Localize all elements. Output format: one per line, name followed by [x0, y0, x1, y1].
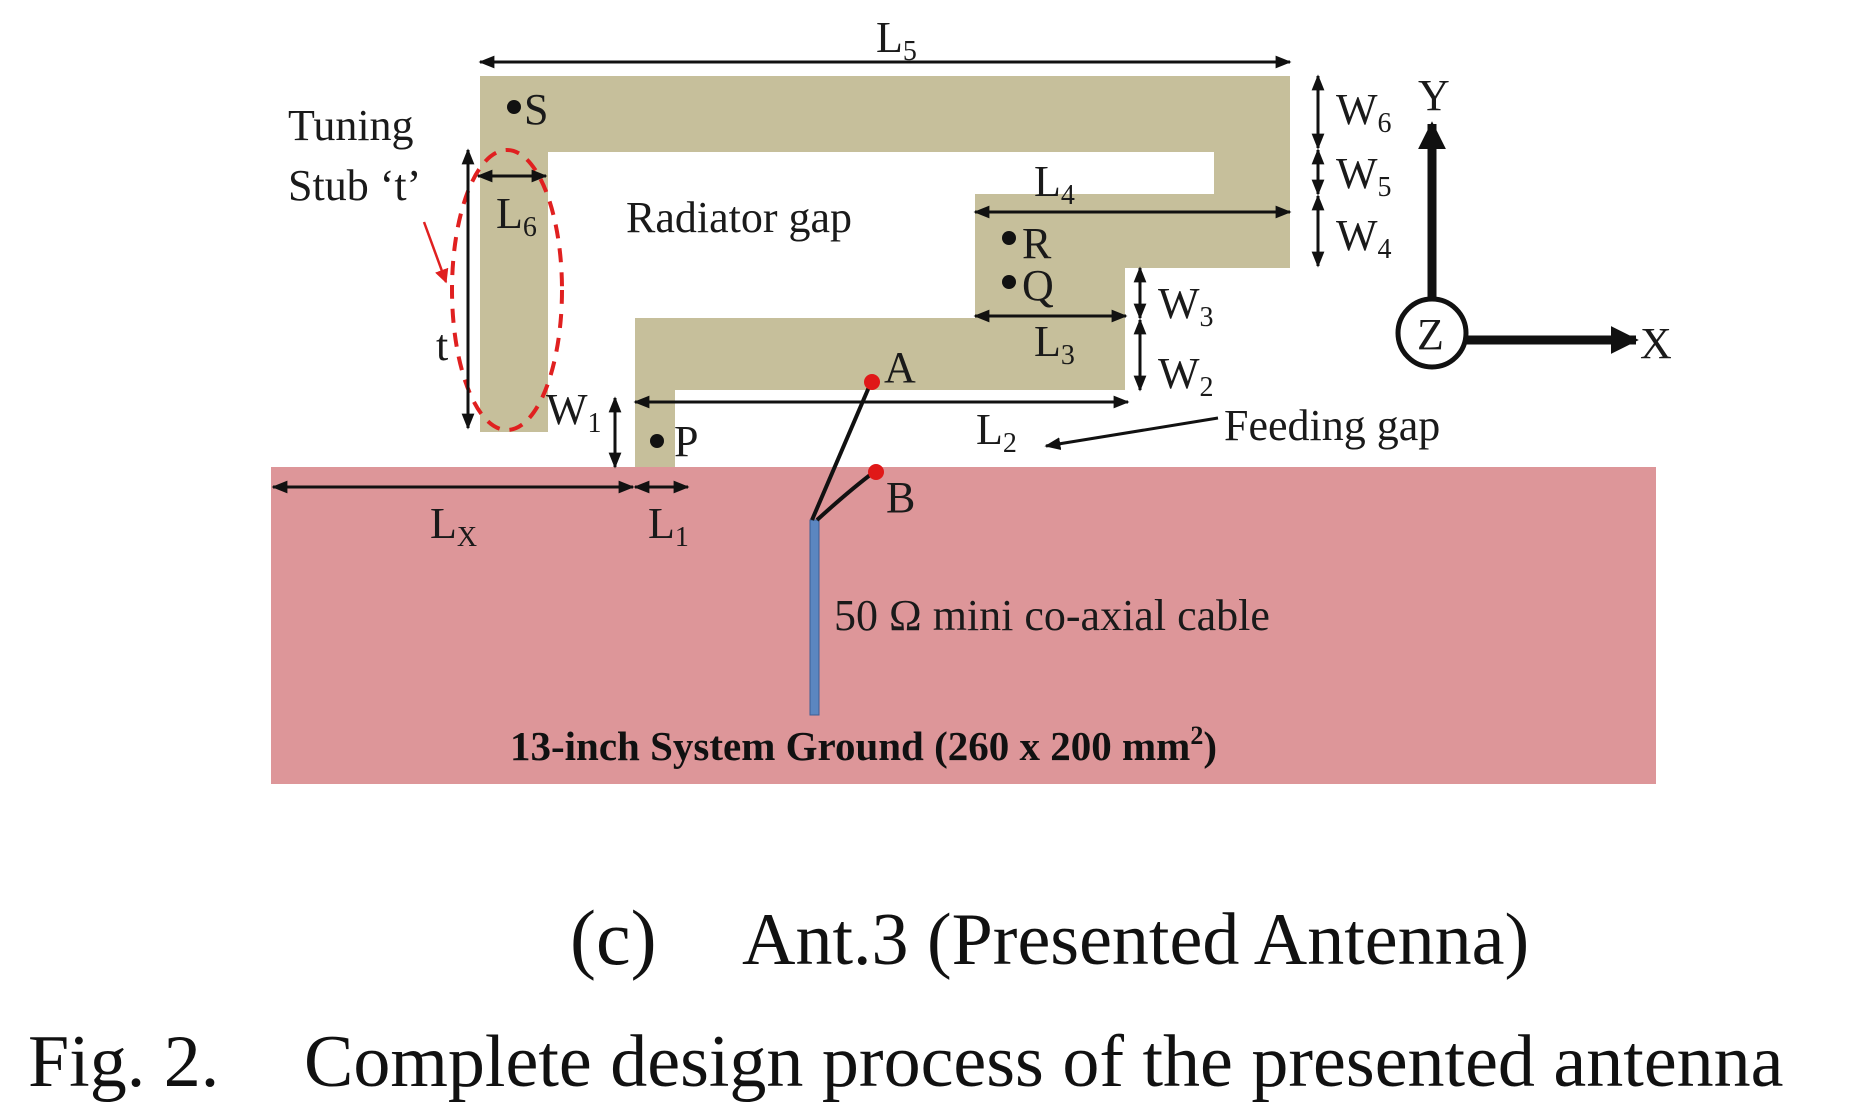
label-axis-x: X	[1640, 319, 1672, 368]
label-l6: L6	[496, 189, 537, 243]
label-l5: L5	[876, 13, 917, 67]
figure-title: Complete design process of the presented…	[304, 1021, 1784, 1103]
system-ground	[271, 467, 1656, 784]
feeding-gap-arrow	[1044, 416, 1219, 451]
label-w3: W3	[1158, 279, 1214, 333]
label-point-r: R	[1022, 219, 1052, 268]
label-tuning-line2: Stub ‘t’	[288, 161, 421, 210]
axis-indicator	[1395, 121, 1639, 370]
label-point-b: B	[886, 473, 915, 522]
tuning-stub	[480, 76, 548, 432]
label-w5: W5	[1336, 149, 1392, 203]
point-r-dot	[1002, 231, 1016, 245]
label-w4: W4	[1336, 211, 1392, 265]
label-l4: L4	[1034, 157, 1075, 211]
label-w2: W2	[1158, 349, 1214, 403]
label-l3: L3	[1034, 317, 1075, 371]
label-point-p: P	[674, 417, 698, 466]
feed-point-a	[864, 374, 880, 390]
point-q-dot	[1002, 275, 1016, 289]
label-ground: 13-inch System Ground (260 x 200 mm2)	[510, 721, 1217, 769]
label-axis-y: Y	[1418, 71, 1450, 120]
figure-number: Fig. 2.	[28, 1021, 219, 1103]
subfigure-title: Ant.3 (Presented Antenna)	[742, 899, 1529, 981]
label-l1: L1	[648, 499, 689, 553]
label-point-a: A	[884, 343, 916, 392]
point-p-dot	[650, 434, 664, 448]
label-tuning-line1: Tuning	[288, 101, 414, 150]
point-s-dot	[507, 100, 521, 114]
label-feeding-gap: Feeding gap	[1224, 401, 1440, 450]
label-axis-z: Z	[1417, 310, 1444, 359]
label-t: t	[436, 321, 448, 370]
label-point-s: S	[524, 85, 548, 134]
subfigure-label: (c)	[570, 894, 657, 981]
radiator-top-arm	[480, 76, 1290, 152]
label-w1: W1	[546, 385, 602, 439]
label-cable: 50 Ω mini co-axial cable	[834, 591, 1270, 640]
coaxial-cable	[809, 519, 820, 716]
tuning-callout-arrow	[422, 221, 449, 284]
label-lx: LX	[430, 499, 477, 553]
feeding-arm	[635, 318, 1125, 390]
label-l2: L2	[976, 405, 1017, 459]
axis-z-circle	[1395, 296, 1469, 370]
feed-point-b	[868, 464, 884, 480]
label-radiator-gap: Radiator gap	[626, 193, 852, 242]
label-point-q: Q	[1022, 261, 1054, 310]
label-w6: W6	[1336, 85, 1392, 139]
tuning-stub-highlight	[450, 148, 564, 432]
